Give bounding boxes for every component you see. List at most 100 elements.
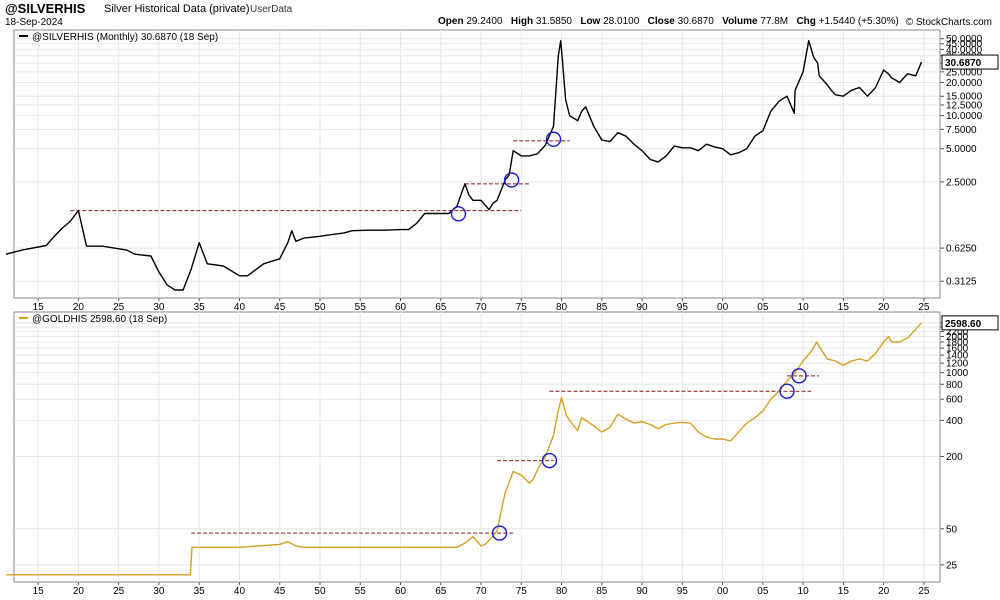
y-tick-label: 200 [946,452,963,463]
x-tick-label: 25 [113,302,125,313]
y-tick-label: 0.3125 [946,277,977,288]
x-tick-label: 80 [556,302,568,313]
volume-value: 77.8M [760,16,789,27]
y-tick-label: 25.0000 [946,67,983,78]
y-tick-label: 800 [946,380,963,391]
y-tick-label: 1400 [946,351,969,362]
x-tick-label: 30 [153,302,165,313]
x-tick-label: 95 [677,302,689,313]
quote-bar: Open 29.2400 High 31.5850 Low 28.0100 Cl… [438,16,899,27]
x-tick-label: 20 [73,302,85,313]
x-tick-label: 75 [516,302,528,313]
y-tick-label: 12.5000 [946,100,983,111]
breakout-circle [779,383,795,399]
low-label: Low [580,16,601,27]
x-tick-label: 50 [314,586,326,597]
x-tick-label: 15 [838,302,850,313]
x-tick-label: 40 [234,302,246,313]
gold-panel: 25 50 200 400 600 800100012001400160018002000… [5,311,999,583]
x-tick-label: 20 [73,586,85,597]
close-label: Close [647,16,675,27]
x-tick-label: 60 [395,302,407,313]
y-tick-label: 45.0000 [946,39,983,50]
x-tick-label: 60 [395,586,407,597]
y-tick-label: 1200 [946,359,969,370]
chg-value: +1.5440 (+5.30%) [818,16,899,27]
legend-label: @GOLDHIS 2598.60 (18 Sep) [32,314,167,325]
y-tick-label: 7.5000 [946,125,977,136]
gold-series-line [5,322,923,576]
x-tick-label: 75 [516,586,528,597]
x-tick-label: 00 [717,302,729,313]
x-tick-label: 65 [435,302,447,313]
x-tick-label: 45 [274,302,286,313]
x-tick-label: 40 [234,586,246,597]
y-tick-label: 25 [946,560,958,571]
legend-label: @SILVERHIS (Monthly) 30.6870 (18 Sep) [32,32,218,43]
breakout-circle [541,452,558,469]
panel-frame [13,29,941,299]
open-value: 29.2400 [466,16,503,27]
x-tick-label: 30 [153,586,165,597]
x-tick-label: 15 [33,586,45,597]
x-tick-label: 65 [435,586,447,597]
y-tick-label: 5.0000 [946,144,977,155]
x-tick-label: 10 [798,586,810,597]
x-tick-label: 15 [838,586,850,597]
close-value: 30.6870 [677,16,714,27]
stockcharts-logo[interactable]: © StockCharts.com [905,17,992,28]
last-value-box [941,54,999,70]
y-tick-label: 40.0000 [946,45,983,56]
x-tick-label: 25 [918,302,930,313]
volume-label: Volume [722,16,758,27]
symbol-title[interactable]: @SILVERHIS [5,1,86,16]
last-value-label: 30.6870 [945,58,982,69]
x-tick-label: 90 [637,302,649,313]
y-tick-label: 10.0000 [946,111,983,122]
last-value-box [941,315,999,331]
low-value: 28.0100 [603,16,640,27]
silver-panel: 0.3125 0.6250 2.5000 5.0000 7.5000 10.000012.… [5,29,999,299]
x-tick-label: 50 [314,302,326,313]
y-tick-label: 600 [946,395,963,406]
x-tick-label: 35 [194,302,206,313]
y-tick-label: 50 [946,524,958,535]
y-tick-label: 2000 [946,332,969,343]
breakout-circle [503,172,520,188]
x-tick-label: 55 [355,302,367,313]
y-tick-label: 0.6250 [946,244,977,255]
x-tick-label: 70 [475,302,487,313]
y-tick-label: 1600 [946,344,969,355]
x-tick-label: 05 [757,586,769,597]
open-label: Open [438,16,464,27]
symbol-description: Silver Historical Data (private) [104,3,250,15]
last-value-label: 2598.60 [945,319,982,330]
x-tick-label: 70 [475,586,487,597]
y-tick-label: 400 [946,416,963,427]
x-tick-label: 45 [274,586,286,597]
x-tick-label: 10 [798,302,810,313]
userdata-label: UserData [250,4,293,15]
breakout-circle [491,525,508,541]
x-tick-label: 20 [878,302,890,313]
high-label: High [510,16,534,27]
y-tick-label: 15.0000 [946,92,983,103]
x-tick-label: 20 [878,586,890,597]
silver-series-line [5,40,923,291]
breakout-circle [545,131,562,147]
y-tick-label: 20.0000 [946,78,983,89]
x-tick-label: 00 [717,586,729,597]
x-tick-label: 35 [194,586,206,597]
breakout-circle [791,368,807,384]
y-tick-label: 1000 [946,368,969,379]
x-tick-label: 55 [355,586,367,597]
x-tick-label: 05 [757,302,769,313]
x-tick-label: 15 [33,302,45,313]
y-tick-label: 2.5000 [946,177,977,188]
x-tick-label: 95 [677,586,689,597]
chart-header: @SILVERHIS Silver Historical Data (priva… [0,0,1000,30]
x-tick-label: 85 [596,302,608,313]
high-value: 31.5850 [535,16,572,27]
x-tick-label: 80 [556,586,568,597]
